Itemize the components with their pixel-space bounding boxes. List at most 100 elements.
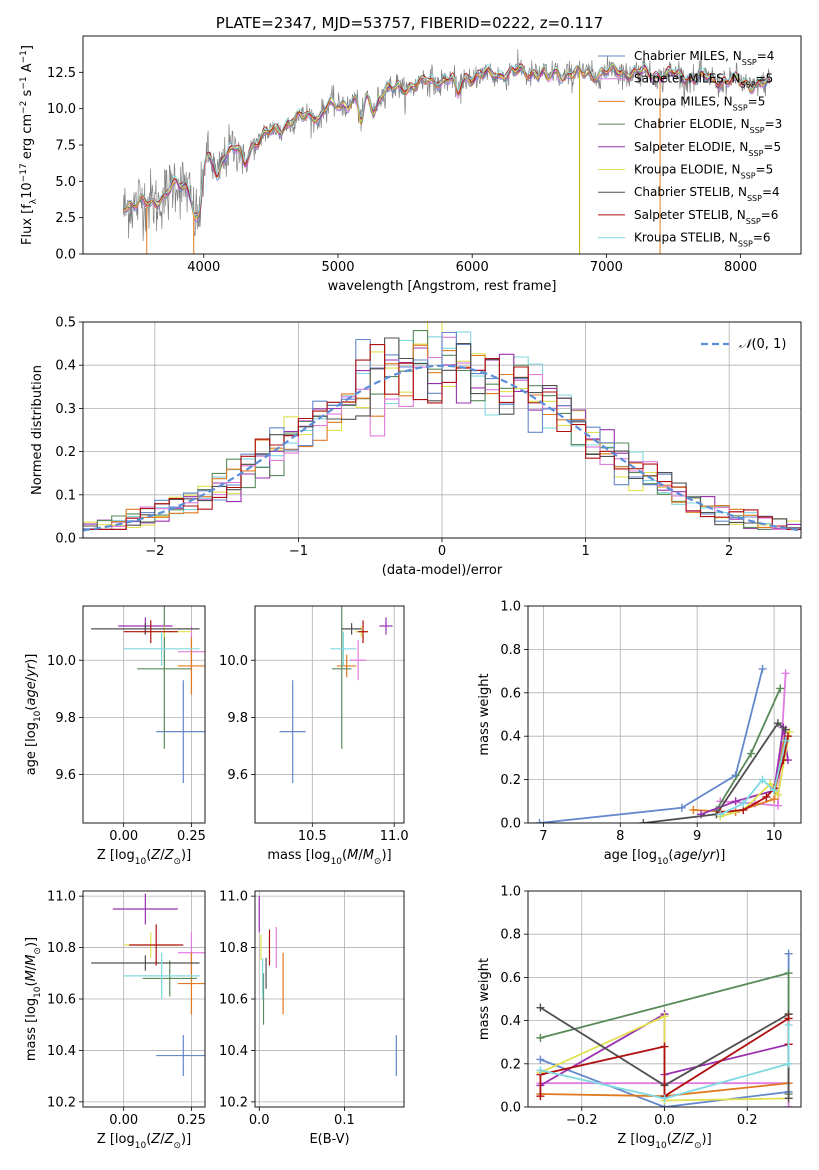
y-axis-label-part: (: [24, 981, 39, 986]
legend-text: (0, 1): [751, 337, 786, 352]
mass-vs-z-plot-area: [83, 891, 205, 1107]
x-axis-label-part: Z: [150, 848, 161, 863]
mass-weight-marker: [660, 1094, 669, 1103]
x-axis-label-part: Z [log: [97, 848, 135, 863]
x-axis-label-part: )]: [715, 848, 725, 863]
y-tick-label: 0.2: [500, 1057, 521, 1072]
x-axis-label-part: /: [160, 1132, 165, 1147]
x-axis-label-part: /: [358, 848, 363, 863]
mass-weight-marker: [783, 732, 792, 741]
y-axis-label-part: M: [24, 955, 39, 966]
y-axis-label-part: age: [24, 681, 39, 705]
x-axis-label-part: 10: [135, 857, 147, 867]
y-tick-label: 10.6: [219, 993, 248, 1008]
errorbar-point: [137, 606, 192, 749]
y-tick-label: 0.8: [500, 928, 521, 943]
y-axis-label-part: )]: [24, 937, 39, 947]
errorbar-point: [331, 606, 352, 749]
mass-weight-marker: [536, 1003, 545, 1012]
errorbar-point: [91, 623, 200, 635]
legend-n: =4: [762, 185, 780, 199]
y-axis-label-part: M: [24, 970, 39, 981]
y-axis-label: mass [log10(M/M⊙)]: [24, 937, 43, 1061]
mass-weight-marker: [677, 803, 686, 812]
errorbar-point: [123, 631, 200, 666]
figure-title: PLATE=2347, MJD=53757, FIBERID=0222, z=0…: [216, 14, 603, 32]
y-tick-label: 0.6: [500, 971, 521, 986]
x-tick-label: 0: [438, 544, 446, 559]
chart-weight-vs-z: [524, 890, 802, 1111]
weight-vs-age-plot-area: [528, 606, 801, 823]
y-axis-label-part: A: [20, 63, 35, 76]
legend-n: =5: [763, 140, 781, 154]
legend-sub: SSP: [741, 171, 756, 180]
y-tick-label: 10.2: [219, 1095, 248, 1110]
x-tick-label: 5000: [321, 260, 354, 275]
x-axis-label-part: Z [log: [97, 1132, 135, 1147]
y-axis-label-part: mass weight: [477, 673, 492, 755]
mass-weight-marker: [747, 749, 756, 758]
y-axis-label-part: yr: [24, 662, 39, 678]
y-axis-label-part: age [log: [24, 722, 39, 775]
y-axis-label-part: s: [20, 89, 35, 100]
mass-weight-marker: [784, 1103, 793, 1107]
mass-weight-marker: [660, 1012, 669, 1021]
y-tick-label: 10.6: [47, 993, 76, 1008]
axes-frame: [527, 605, 802, 824]
errorbar-point: [156, 1035, 205, 1077]
x-axis-label: age [log10(age/yr)]: [604, 848, 726, 867]
x-axis-label-part: yr: [701, 848, 717, 863]
legend-text: Kroupa STELIB, N: [634, 231, 738, 245]
mass-weight-marker: [770, 795, 779, 804]
y-tick-label: 0.5: [55, 316, 76, 331]
legend-label: Salpeter ELODIE, NSSP=5: [634, 140, 781, 158]
errorbar-point: [330, 631, 357, 666]
errorbar-point: [123, 952, 200, 999]
y-tick-label: 7.5: [55, 139, 76, 154]
y-axis-label-part: /: [24, 965, 39, 970]
y-axis-label-part: 10: [20, 182, 35, 199]
model-fit-line: [123, 62, 771, 217]
mass-weight-marker: [776, 684, 785, 693]
x-axis-label-part: (data-model)/error: [382, 563, 503, 578]
residual-histogram-step: [83, 344, 801, 530]
y-axis-label-part: −1: [19, 50, 29, 63]
y-axis-label-part: (: [24, 706, 39, 711]
errorbar-point: [349, 640, 367, 681]
x-axis-label-part: /: [160, 848, 165, 863]
mass-weight-marker: [758, 775, 767, 784]
x-tick-label: 0.25: [177, 1113, 206, 1128]
legend-label: Chabrier ELODIE, NSSP=3: [634, 117, 782, 135]
y-axis-label-part: −1: [19, 76, 29, 89]
y-axis-label: mass weight: [477, 958, 492, 1040]
mass-weight-marker: [784, 949, 793, 958]
y-axis-label: Normed distribution: [30, 365, 45, 495]
mass-weight-marker: [536, 1033, 545, 1042]
y-tick-label: 12.5: [47, 66, 76, 81]
mass-weight-marker: [536, 1055, 545, 1064]
x-axis-label-part: age: [673, 848, 697, 863]
x-tick-label: 10.5: [298, 829, 327, 844]
mass-weight-marker: [739, 799, 748, 808]
x-tick-label: 10: [766, 829, 783, 844]
y-tick-label: 0.4: [55, 359, 76, 374]
x-axis-label-part: M: [363, 848, 374, 863]
mass-weight-marker: [731, 797, 740, 806]
mass-weight-marker: [536, 1092, 545, 1101]
x-axis-label-part: 10: [655, 1141, 667, 1151]
x-axis-label-part: wavelength [Angstrom, rest frame]: [328, 279, 557, 294]
x-tick-label: 0.0: [249, 1113, 270, 1128]
legend-sub: SSP: [746, 216, 761, 225]
y-axis-label-part: erg cm: [20, 114, 35, 163]
x-axis-label-part: /: [698, 848, 703, 863]
axes-frame: [82, 890, 206, 1108]
y-axis-label: age [log10(age/yr)]: [24, 654, 43, 776]
x-tick-label: 7: [539, 829, 547, 844]
axes-frame: [254, 890, 405, 1108]
errorbar-point: [279, 680, 306, 784]
x-axis-label-part: ⊙: [173, 857, 181, 867]
model-fit-line: [122, 63, 771, 219]
legend-sub: SSP: [747, 194, 762, 203]
y-tick-label: 10.0: [47, 102, 76, 117]
